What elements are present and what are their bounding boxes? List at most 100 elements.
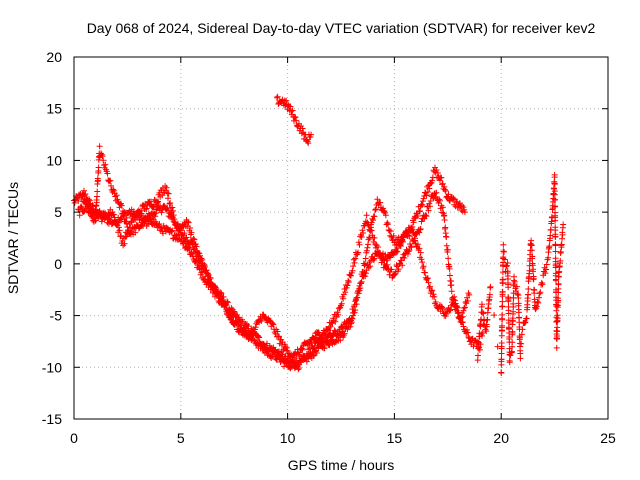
data-point xyxy=(276,333,283,340)
data-point xyxy=(454,198,461,205)
data-point xyxy=(261,313,268,320)
data-point xyxy=(480,310,487,317)
data-point xyxy=(523,315,530,322)
data-point xyxy=(552,277,559,284)
data-point xyxy=(145,210,152,217)
data-point xyxy=(296,351,303,358)
data-point xyxy=(464,326,471,333)
data-point xyxy=(419,198,426,205)
data-point xyxy=(206,274,213,281)
data-point xyxy=(372,241,379,248)
data-point xyxy=(310,334,317,341)
data-point xyxy=(117,233,124,240)
data-point xyxy=(476,333,483,340)
data-point xyxy=(202,263,209,270)
data-point xyxy=(382,212,389,219)
data-point xyxy=(418,218,425,225)
data-point xyxy=(536,290,543,297)
data-point xyxy=(409,223,416,230)
data-point xyxy=(553,344,560,351)
data-point xyxy=(347,323,354,330)
data-point xyxy=(110,211,117,218)
data-point xyxy=(147,198,154,205)
axis-ticks xyxy=(73,56,609,420)
data-point xyxy=(464,329,471,336)
data-point xyxy=(366,234,373,241)
data-point xyxy=(366,259,373,266)
data-point xyxy=(375,243,382,250)
data-point xyxy=(513,288,520,295)
data-point xyxy=(221,303,228,310)
data-point xyxy=(518,331,525,338)
data-point xyxy=(168,228,175,235)
data-point xyxy=(326,342,333,349)
data-point xyxy=(507,352,514,359)
data-point xyxy=(299,125,306,132)
data-point xyxy=(344,282,351,289)
data-point xyxy=(218,295,225,302)
data-point xyxy=(498,370,505,377)
data-point xyxy=(453,304,460,311)
data-point xyxy=(436,197,443,204)
data-point xyxy=(113,221,120,228)
data-point xyxy=(118,202,125,209)
data-point xyxy=(357,280,364,287)
data-point xyxy=(352,296,359,303)
data-point xyxy=(407,243,414,250)
x-tick-label: 15 xyxy=(387,430,403,446)
data-point xyxy=(187,225,194,232)
data-point xyxy=(363,212,370,219)
data-point xyxy=(530,275,537,282)
data-point xyxy=(449,295,456,302)
data-point xyxy=(146,211,153,218)
data-point xyxy=(515,309,522,316)
data-point xyxy=(305,140,312,147)
data-point xyxy=(345,277,352,284)
data-point xyxy=(384,219,391,226)
data-point xyxy=(299,346,306,353)
data-point xyxy=(335,311,342,318)
data-point xyxy=(535,299,542,306)
y-tick-label: -15 xyxy=(42,411,62,427)
data-point xyxy=(95,164,102,171)
data-point xyxy=(501,248,508,255)
data-point xyxy=(245,323,252,330)
data-point xyxy=(411,237,418,244)
data-point xyxy=(445,255,452,262)
data-point xyxy=(172,219,179,226)
data-point xyxy=(334,309,341,316)
data-point xyxy=(439,204,446,211)
data-point xyxy=(80,187,87,194)
data-point xyxy=(137,207,144,214)
grid xyxy=(74,57,608,419)
data-point xyxy=(515,294,522,301)
data-point xyxy=(328,334,335,341)
data-point xyxy=(156,205,163,212)
data-point xyxy=(479,309,486,316)
data-point xyxy=(399,254,406,261)
data-point xyxy=(199,256,206,263)
data-point xyxy=(123,220,130,227)
data-point xyxy=(475,339,482,346)
data-point xyxy=(524,304,531,311)
data-point xyxy=(308,131,315,138)
data-point xyxy=(501,256,508,263)
data-point xyxy=(535,294,542,301)
y-tick-label: 5 xyxy=(54,204,62,220)
data-point xyxy=(345,278,352,285)
data-point xyxy=(355,290,362,297)
data-point xyxy=(503,262,510,269)
data-point xyxy=(174,236,181,243)
data-point xyxy=(371,234,378,241)
data-point xyxy=(123,233,130,240)
data-point xyxy=(458,314,465,321)
data-point xyxy=(234,321,241,328)
data-point xyxy=(499,311,506,318)
data-point xyxy=(371,213,378,220)
data-point xyxy=(368,227,375,234)
data-point xyxy=(526,267,533,274)
y-tick-labels: -15 -10 -5 0 5 10 15 20 xyxy=(42,49,62,427)
data-point xyxy=(380,205,387,212)
data-point xyxy=(552,214,559,221)
data-point xyxy=(397,243,404,249)
